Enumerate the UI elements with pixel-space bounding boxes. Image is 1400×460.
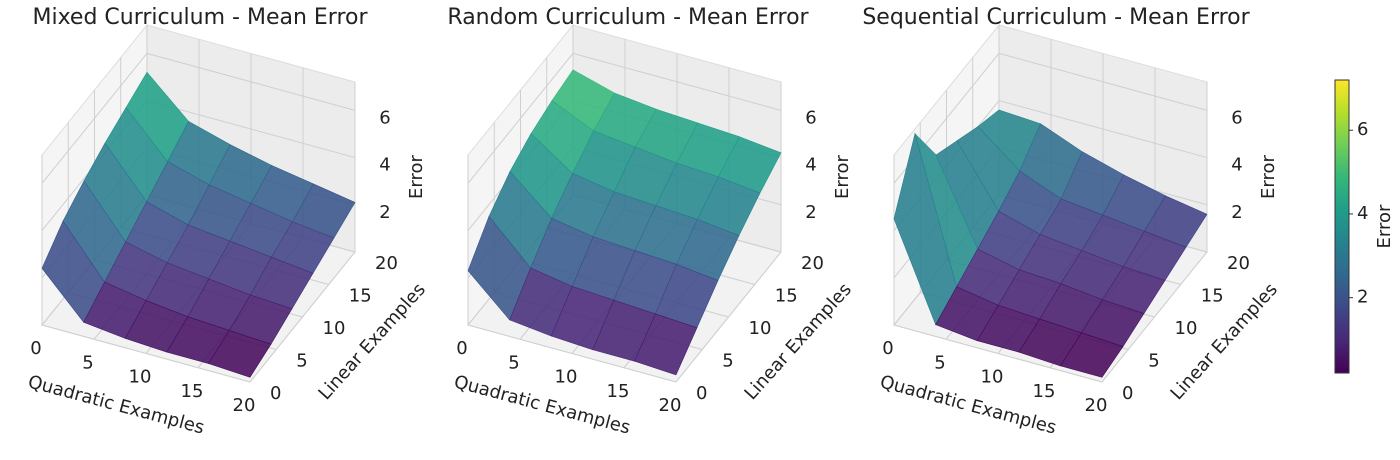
colorbar-tick-label: 4 — [1357, 203, 1368, 224]
grid-line — [467, 53, 574, 184]
z-tick-label: 2 — [805, 202, 816, 223]
panel: Random Curriculum - Mean Error0510152005… — [447, 5, 855, 439]
x-tick-label: 10 — [129, 367, 152, 388]
x-tick-label: 0 — [30, 338, 41, 359]
x-tick-label: 20 — [233, 395, 256, 416]
y-tick-label: 0 — [1122, 383, 1133, 404]
y-tick-label: 15 — [775, 286, 798, 307]
z-axis-label: Error — [832, 154, 853, 198]
x-tick-label: 20 — [1085, 395, 1108, 416]
grid-line — [572, 52, 782, 111]
grid-line — [893, 324, 1103, 383]
y-tick-label: 0 — [696, 383, 707, 404]
z-tick-label: 6 — [379, 107, 390, 128]
panel: Mixed Curriculum - Mean Error05101520051… — [26, 5, 430, 439]
y-tick-label: 20 — [1227, 253, 1250, 274]
y-tick-label: 15 — [1201, 286, 1224, 307]
z-tick-label: 4 — [379, 155, 390, 176]
z-tick-label: 6 — [1231, 107, 1242, 128]
y-axis-label: Linear Examples — [314, 279, 429, 404]
colorbar-tick-label: 2 — [1357, 287, 1368, 308]
chart-title: Mixed Curriculum - Mean Error — [32, 5, 368, 30]
y-tick-label: 5 — [296, 351, 307, 372]
x-tick-label: 0 — [456, 338, 467, 359]
x-axis-label: Quadratic Examples — [26, 371, 207, 438]
grid-line — [467, 324, 677, 383]
panel: Sequential Curriculum - Mean Error051015… — [862, 5, 1282, 439]
y-tick-label: 10 — [749, 318, 772, 339]
grid-line — [998, 100, 1208, 159]
grid-line — [41, 53, 148, 184]
y-axis-label: Linear Examples — [740, 279, 855, 404]
chart-title: Sequential Curriculum - Mean Error — [862, 5, 1250, 30]
y-tick-label: 10 — [1175, 318, 1198, 339]
grid-line — [146, 100, 356, 159]
chart-title: Random Curriculum - Mean Error — [447, 5, 809, 30]
colorbar-tick-label: 6 — [1357, 119, 1368, 140]
y-tick-label: 20 — [375, 253, 398, 274]
x-tick-label: 5 — [934, 352, 945, 373]
y-axis-label: Linear Examples — [1166, 279, 1281, 404]
surface-cell — [1059, 332, 1124, 378]
colorbar-label: Error — [1374, 204, 1395, 248]
y-tick-label: 15 — [349, 286, 372, 307]
x-axis-label: Quadratic Examples — [452, 371, 633, 438]
grid-line — [146, 52, 356, 111]
x-tick-label: 5 — [508, 352, 519, 373]
z-tick-label: 2 — [1231, 202, 1242, 223]
x-tick-label: 10 — [555, 367, 578, 388]
z-tick-label: 2 — [379, 202, 390, 223]
colorbar — [1334, 79, 1350, 374]
y-tick-label: 0 — [270, 383, 281, 404]
y-tick-label: 5 — [722, 351, 733, 372]
x-tick-label: 0 — [882, 338, 893, 359]
y-tick-label: 5 — [1148, 351, 1159, 372]
grid-line — [998, 52, 1208, 111]
z-tick-label: 4 — [1231, 155, 1242, 176]
surface-cell — [207, 330, 272, 378]
z-axis-label: Error — [1258, 154, 1279, 198]
x-tick-label: 15 — [1033, 381, 1056, 402]
z-tick-label: 4 — [805, 155, 816, 176]
z-axis-label: Error — [406, 154, 427, 198]
x-tick-label: 15 — [607, 381, 630, 402]
x-tick-label: 5 — [82, 352, 93, 373]
y-tick-label: 20 — [801, 253, 824, 274]
grid-line — [41, 324, 251, 383]
x-tick-label: 20 — [659, 395, 682, 416]
surface-cell — [633, 313, 698, 376]
x-tick-label: 15 — [181, 381, 204, 402]
y-tick-label: 10 — [323, 318, 346, 339]
x-axis-label: Quadratic Examples — [878, 371, 1059, 438]
z-tick-label: 6 — [805, 107, 816, 128]
x-tick-label: 10 — [981, 367, 1004, 388]
